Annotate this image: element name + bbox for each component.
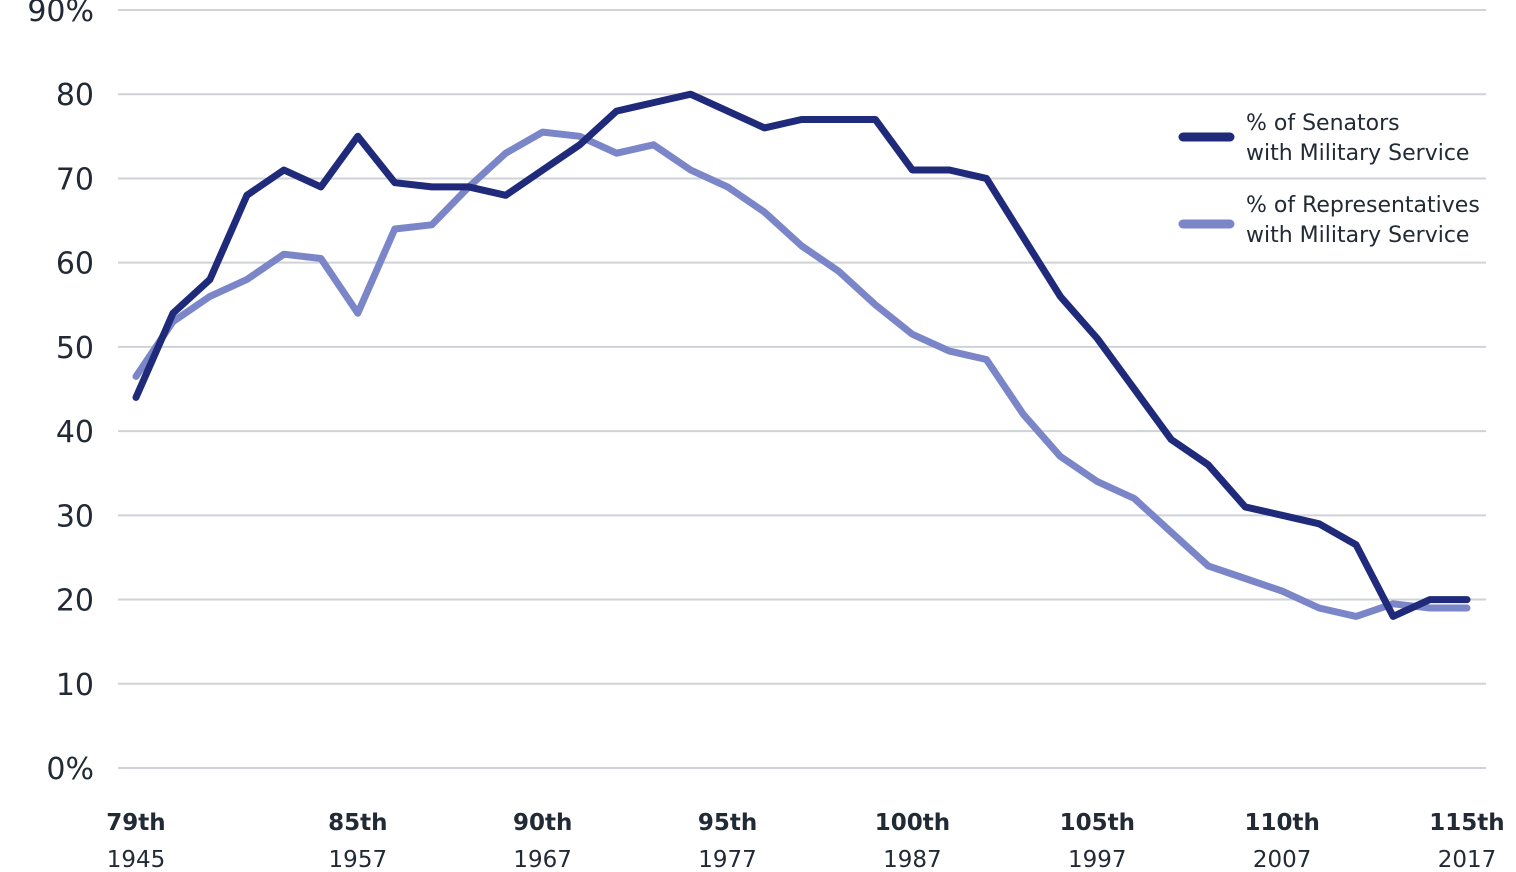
y-tick-label: 90% [27, 0, 94, 29]
x-tick-year-label: 2017 [1438, 847, 1497, 872]
y-tick-label: 80 [56, 78, 94, 113]
x-tick-congress-label: 85th [328, 810, 387, 836]
representatives-series-line [132, 128, 1471, 620]
x-tick-year-label: 1957 [329, 847, 388, 872]
x-tick-year-label: 1945 [107, 847, 166, 872]
y-tick-label: 30 [56, 499, 94, 534]
y-axis-tick-labels: 0% 10 20 30 40 50 60 70 80 90% [27, 0, 94, 787]
legend: % of Senators with Military Service % of… [1178, 111, 1480, 248]
y-tick-label: 50 [56, 331, 94, 366]
x-tick-year-label: 2007 [1253, 847, 1312, 872]
x-tick-congress-label: 100th [875, 810, 950, 836]
legend-label-senators-line1: % of Senators [1246, 111, 1400, 136]
y-tick-label: 20 [56, 584, 94, 619]
x-tick-year-label: 1967 [513, 847, 572, 872]
y-tick-label: 40 [56, 415, 94, 450]
x-axis-tick-labels: 79th 1945 85th 1957 90th 1967 95th 1977 100th 198… [106, 810, 1504, 872]
y-tick-label: 70 [56, 162, 94, 197]
senators-series-line [132, 90, 1471, 620]
y-tick-label: 0% [46, 752, 94, 787]
legend-label-representatives-line2: with Military Service [1246, 223, 1469, 248]
x-tick-congress-label: 95th [698, 810, 757, 836]
x-tick-year-label: 1987 [883, 847, 942, 872]
y-tick-label: 10 [56, 668, 94, 703]
x-tick-congress-label: 79th [106, 810, 165, 836]
x-tick-congress-label: 110th [1244, 810, 1319, 836]
x-tick-year-label: 1977 [698, 847, 757, 872]
series-lines [132, 90, 1471, 620]
y-tick-label: 60 [56, 247, 94, 282]
legend-label-representatives-line1: % of Representatives [1246, 193, 1480, 218]
gridlines [118, 9, 1486, 769]
legend-label-senators-line2: with Military Service [1246, 141, 1469, 166]
x-tick-year-label: 1997 [1068, 847, 1127, 872]
x-tick-congress-label: 105th [1060, 810, 1135, 836]
x-tick-congress-label: 115th [1429, 810, 1504, 836]
x-tick-congress-label: 90th [513, 810, 572, 836]
